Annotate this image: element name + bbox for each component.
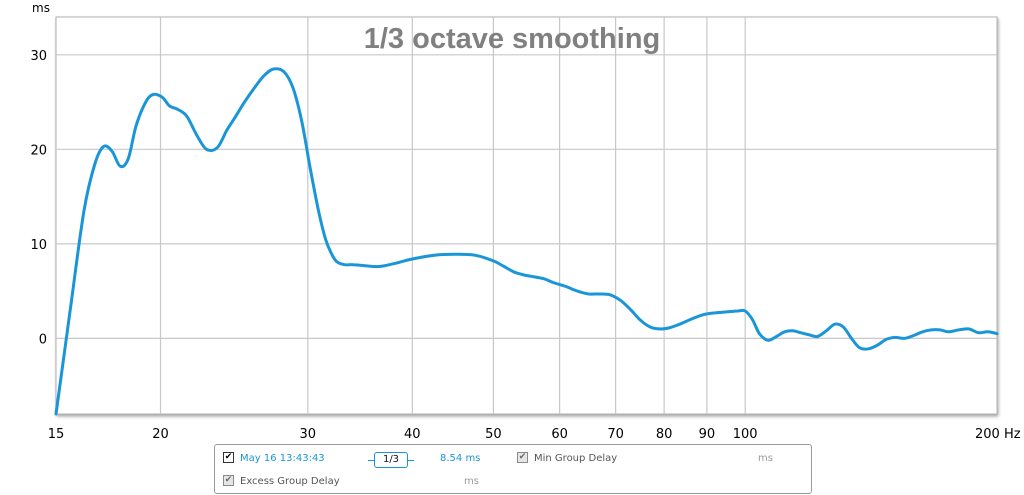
entry2-label[interactable]: Min Group Delay [534,453,618,464]
smoothing-button[interactable]: 1/3 [368,452,414,468]
x-tick-label: 100 [733,427,758,440]
group-delay-chart: 15 20 30 40 50 60 70 80 90 100 200 Hz 0 10 20 30 1/3 o… [30,1,1020,440]
entry3-label[interactable]: Excess Group Delay [240,476,340,487]
entry1-label[interactable]: May 16 13:43:43 [240,453,325,464]
x-tick-label: 30 [300,427,317,440]
plot-frame [55,16,998,415]
x-tick-label: 70 [607,427,624,440]
y-axis-label: ms [32,1,50,15]
x-tick-label: 80 [656,427,673,440]
x-tick-label: 20 [152,427,169,440]
y-tick-label: 10 [30,238,47,253]
series-line [54,67,999,416]
entry1-value: 8.54 ms [440,453,481,464]
chart-title: 1/3 octave smoothing [364,23,661,55]
x-tick-label: 40 [404,427,421,440]
y-tick-label: 0 [39,332,47,347]
entry3-checkbox[interactable]: ✔ [223,475,234,486]
tick-labels: 15 20 30 40 50 60 70 80 90 100 200 Hz 0 10 20 30 [30,49,1020,440]
y-tick-label: 30 [30,49,47,64]
x-tick-label: 50 [485,427,502,440]
entry2-checkbox[interactable]: ✔ [517,452,528,463]
x-tick-label: 90 [699,427,716,440]
entry3-value: ms [464,476,479,487]
series-layer [54,67,999,416]
x-tick-label: 15 [48,427,65,440]
x-tick-label: 60 [551,427,568,440]
y-tick-label: 20 [30,143,47,158]
entry1-checkbox[interactable]: ✔ [223,452,234,463]
legend-panel: ✔ May 16 13:43:43 1/3 8.54 ms ✔ Min Grou… [214,444,812,494]
entry2-value: ms [758,453,773,464]
x-tick-label: 200 Hz [975,427,1021,440]
